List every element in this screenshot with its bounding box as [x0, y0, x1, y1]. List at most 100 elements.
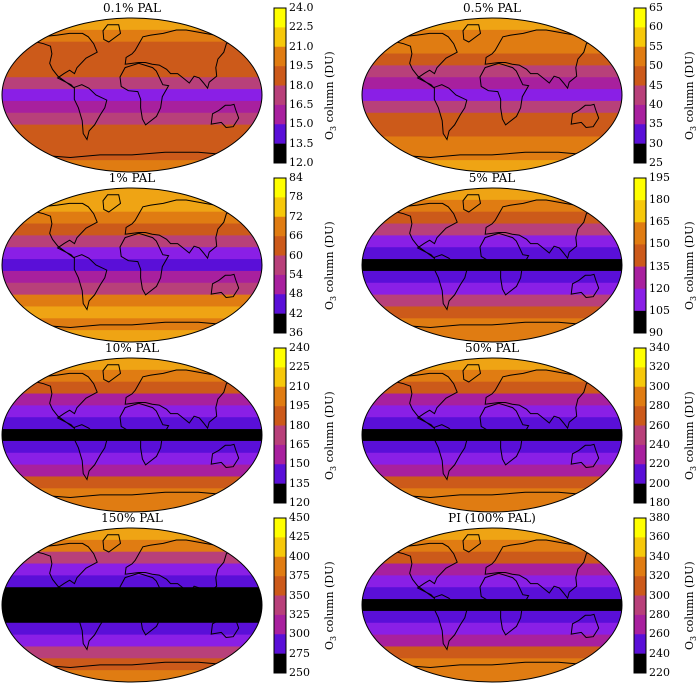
ozone-band: [2, 587, 262, 600]
continent-outline: [73, 594, 108, 651]
continent-outline: [35, 542, 98, 599]
ozone-band: [2, 440, 262, 454]
colorbar-segment: [634, 124, 646, 144]
colorbar-segment: [274, 464, 286, 484]
colorbar-segment: [634, 200, 646, 223]
colorbar-tick-label: 22.5: [289, 20, 314, 34]
ozone-band: [2, 622, 262, 636]
colorbar-title: O3 column (DU): [323, 221, 339, 310]
ozone-band: [362, 330, 622, 342]
continent-outline: [102, 194, 122, 213]
ozone-band: [2, 41, 262, 55]
continent-outline: [210, 103, 240, 129]
colorbar-segment: [634, 143, 646, 164]
colorbar-tick-label: 340: [649, 341, 670, 354]
colorbar-tick-label: 220: [649, 666, 670, 679]
ozone-band: [362, 670, 622, 682]
colorbar-tick-label: 120: [289, 496, 310, 509]
colorbar-segment: [634, 576, 646, 596]
ozone-band: [2, 160, 262, 172]
ozone-band: [2, 235, 262, 248]
continent-outline: [433, 594, 468, 651]
ozone-band: [362, 270, 622, 284]
continent-outline: [124, 539, 234, 600]
panel-title: PI (100% PAL): [448, 511, 536, 525]
colorbar-segment: [274, 27, 286, 48]
ozone-band: [2, 634, 262, 647]
panel-title: 5% PAL: [468, 171, 516, 185]
colorbar-tick-label: 340: [649, 549, 670, 563]
continent-outline: [395, 661, 590, 682]
colorbar-segment: [274, 216, 286, 237]
ozone-band: [362, 53, 622, 66]
ozone-band: [362, 476, 622, 489]
colorbar-tick-label: 165: [649, 215, 670, 229]
continent-outline: [124, 199, 234, 260]
ozone-band: [362, 223, 622, 236]
colorbar-segment: [634, 614, 646, 635]
colorbar-tick-label: 180: [649, 496, 670, 509]
ozone-band: [2, 199, 262, 213]
ozone-band: [2, 551, 262, 565]
colorbar-segment: [274, 294, 286, 314]
colorbar-tick-label: 180: [649, 193, 670, 207]
continent-outline: [395, 321, 590, 342]
ozone-band: [362, 77, 622, 90]
map-border: [1, 187, 263, 343]
ozone-band: [2, 330, 262, 342]
colorbar-segment: [274, 556, 286, 577]
colorbar-segment: [634, 8, 646, 28]
ozone-band: [2, 77, 262, 90]
continent-outline: [462, 24, 482, 43]
colorbar-segment: [274, 518, 286, 538]
ozone-band: [362, 235, 622, 248]
colorbar-segment: [274, 348, 286, 368]
ozone-band: [362, 294, 622, 307]
colorbar-title: O3 column (DU): [683, 561, 699, 650]
colorbar-tick-label: 195: [289, 399, 310, 413]
continent-outline: [210, 443, 240, 469]
colorbar-tick-label: 300: [289, 627, 310, 641]
ozone-band: [2, 476, 262, 489]
ozone-band: [362, 381, 622, 395]
map-border: [1, 357, 263, 513]
ozone-band: [2, 124, 262, 137]
colorbar-border: [633, 347, 647, 504]
colorbar-segment: [274, 653, 286, 674]
colorbar-segment: [274, 537, 286, 558]
colorbar-tick-label: 19.5: [289, 59, 314, 73]
colorbar-border: [633, 7, 647, 164]
colorbar-tick-label: 400: [289, 549, 310, 563]
ozone-band: [362, 599, 622, 612]
continent-outline: [35, 151, 230, 172]
colorbar-segment: [274, 444, 286, 465]
colorbar-tick-label: 240: [649, 646, 670, 660]
colorbar-tick-label: 72: [289, 209, 303, 223]
colorbar-border: [273, 517, 287, 674]
ozone-band: [2, 539, 262, 553]
colorbar-segment: [274, 66, 286, 86]
ozone-band: [362, 575, 622, 588]
continent-outline: [35, 491, 230, 512]
colorbar-segment: [634, 244, 646, 267]
continent-outline: [462, 194, 482, 213]
map-panel: 150% PAL 450 425 400 375 350 325 300 275 250 O3 co…: [0, 510, 349, 683]
ozone-band: [362, 199, 622, 213]
colorbar-segment: [634, 85, 646, 106]
colorbar-segment: [634, 348, 646, 368]
ozone-band: [2, 65, 262, 78]
colorbar-segment: [274, 8, 286, 28]
colorbar-tick-label: 280: [649, 607, 670, 621]
colorbar-segment: [634, 406, 646, 426]
colorbar-tick-label: 240: [289, 341, 310, 354]
ozone-band: [2, 452, 262, 466]
continent-outline: [479, 402, 530, 466]
colorbar-title: O3 column (DU): [683, 391, 699, 480]
continent-outline: [395, 32, 458, 89]
colorbar-title: O3 column (DU): [323, 51, 339, 140]
ozone-band: [362, 306, 622, 319]
continent-outline: [484, 369, 594, 430]
ozone-band: [2, 112, 262, 126]
colorbar-tick-label: 120: [649, 281, 670, 295]
colorbar-segment: [634, 425, 646, 446]
